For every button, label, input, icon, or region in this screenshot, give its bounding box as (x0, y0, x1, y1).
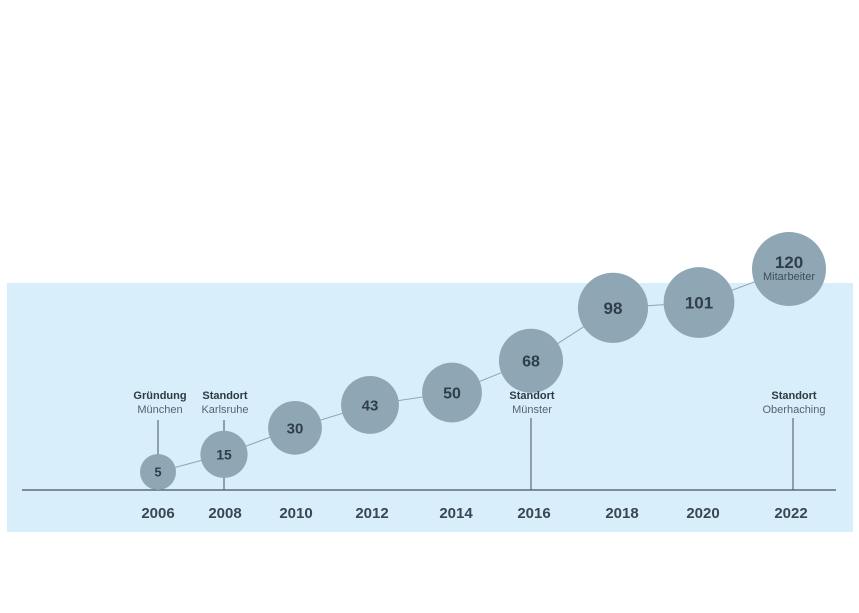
bubble-unit-label: Mitarbeiter (763, 271, 815, 283)
bubble-2012 (341, 375, 399, 434)
year-tick-label: 2008 (208, 505, 241, 522)
bubble-value-label: 30 (287, 420, 304, 437)
bubble-2018 (577, 272, 649, 343)
bubble-2016 (498, 328, 564, 393)
event-subtitle-label: München (137, 404, 182, 416)
year-tick-label: 2018 (605, 505, 638, 522)
bubble-value-label: 15 (216, 446, 232, 462)
event-labels: Gründung München Standort Karlsruhe Standort… (133, 390, 825, 416)
bubble-value-label: 68 (522, 354, 540, 371)
bubble-2008 (200, 430, 248, 478)
year-tick-label: 2010 (279, 505, 312, 522)
event-title-label: Standort (509, 390, 555, 402)
bubble-value-label: 5 (154, 465, 161, 480)
year-tick-label: 2022 (774, 505, 807, 522)
year-tick-label: 2006 (141, 505, 174, 522)
bubble-2022 (752, 232, 826, 306)
event-title-label: Standort (202, 390, 248, 402)
bubble-2010 (268, 401, 322, 455)
event-title-label: Standort (771, 390, 817, 402)
bubble-value-label: 101 (685, 294, 713, 313)
year-tick-label: 2016 (517, 505, 550, 522)
bubble-value-label: 98 (604, 299, 623, 318)
year-tick-label: 2020 (686, 505, 719, 522)
event-subtitle-label: Karlsruhe (201, 404, 248, 416)
year-tick-label: 2014 (439, 505, 473, 522)
bubble-2006 (140, 454, 176, 490)
year-tick-label: 2012 (355, 505, 388, 522)
bubble-value-label: 43 (362, 397, 379, 414)
bubble-2014 (422, 362, 482, 423)
event-subtitle-label: Münster (512, 404, 552, 416)
bubble-value-label: 120 (775, 253, 803, 272)
bubble-value-label: 50 (443, 385, 461, 402)
event-title-label: Gründung (133, 390, 186, 402)
bubble-2020 (663, 267, 735, 338)
year-labels: 2006 2008 2010 2012 2014 2016 2018 2020 2022 (141, 505, 807, 522)
event-subtitle-label: Oberhaching (763, 404, 826, 416)
